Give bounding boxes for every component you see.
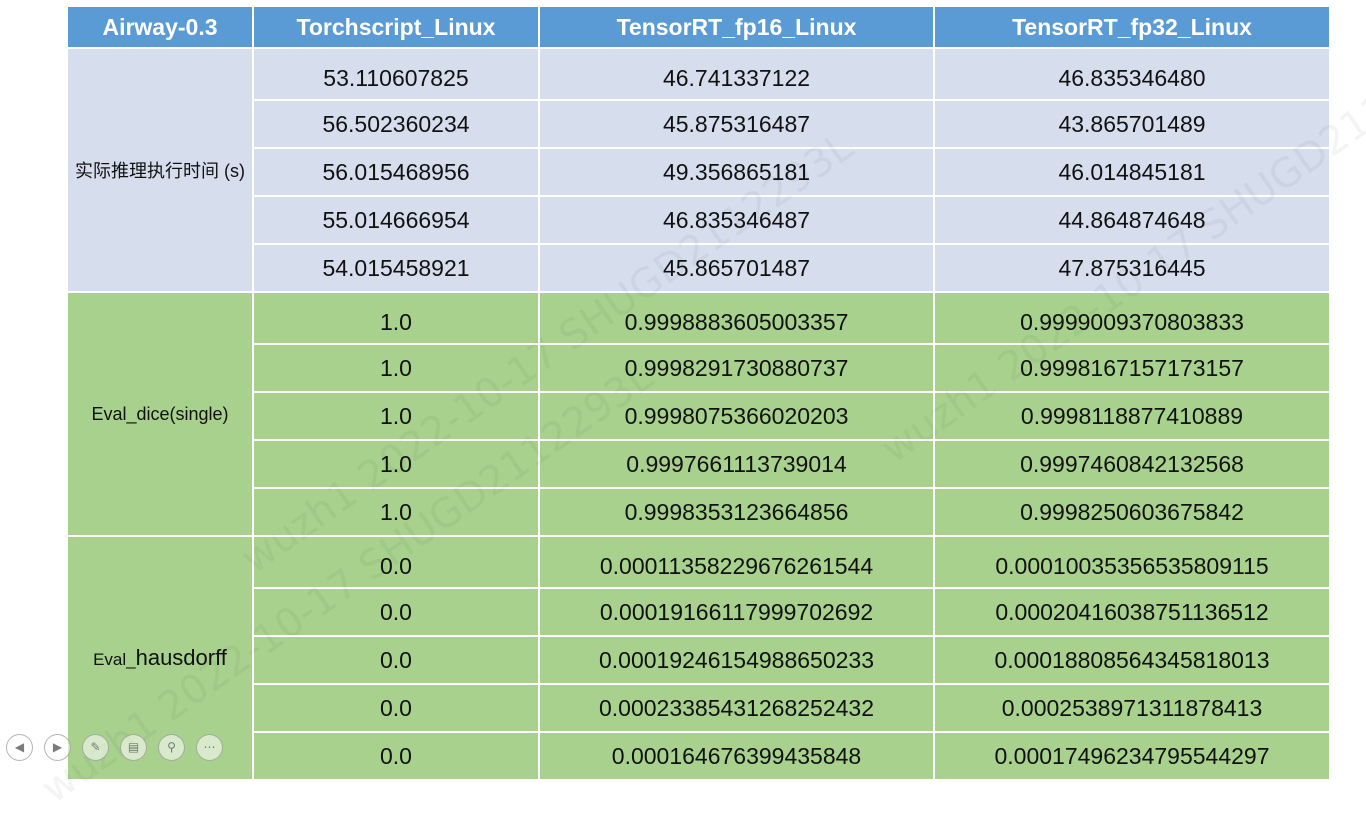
table-row: 54.015458921 45.865701487 47.875316445 — [67, 243, 1331, 293]
table-cell: 0.0 — [252, 731, 540, 781]
table-cell: 0.00019166117999702692 — [538, 587, 935, 637]
table-cell: 56.015468956 — [252, 147, 540, 197]
row-label-main: hausdorff — [135, 645, 227, 670]
group-eval-hausdorff: Eval_hausdorff 0.0 0.0001135822967626154… — [66, 535, 1331, 781]
header-airway: Airway-0.3 — [66, 5, 254, 49]
table-cell: 0.9997661113739014 — [538, 439, 935, 489]
table-cell: 1.0 — [252, 291, 540, 345]
table-cell: 1.0 — [252, 439, 540, 489]
table-row: 实际推理执行时间 (s) 53.110607825 46.741337122 4… — [66, 47, 1331, 293]
table-cell: 45.875316487 — [538, 99, 935, 149]
table-cell: 53.110607825 — [252, 47, 540, 101]
more-options-icon[interactable]: ⋯ — [196, 734, 223, 761]
table-cell: 46.014845181 — [933, 147, 1331, 197]
table-cell: 0.9998250603675842 — [933, 487, 1331, 537]
table-row: Eval_dice(single) 1.0 0.9998883605003357… — [66, 291, 1331, 537]
table-cell: 1.0 — [252, 487, 540, 537]
table-cell: 0.00017496234795544297 — [933, 731, 1331, 781]
table-cell: 1.0 — [252, 343, 540, 393]
table-cell: 0.9998291730880737 — [538, 343, 935, 393]
slides-icon[interactable]: ▤ — [120, 734, 147, 761]
table-cell: 0.00018808564345818013 — [933, 635, 1331, 685]
table-row: 55.014666954 46.835346487 44.864874648 — [67, 195, 1331, 245]
table-cell: 0.0 — [252, 635, 540, 685]
table-row: 1.0 0.9998291730880737 0.999816715717315… — [67, 343, 1331, 393]
table-cell: 0.9998075366020203 — [538, 391, 935, 441]
header-row: Airway-0.3 Torchscript_Linux TensorRT_fp… — [66, 5, 1331, 49]
table-row: 0.0 0.00019166117999702692 0.00020416038… — [67, 587, 1331, 637]
table-row: 56.502360234 45.875316487 43.865701489 — [67, 99, 1331, 149]
table-cell: 44.864874648 — [933, 195, 1331, 245]
table-row: 1.0 0.9998353123664856 0.999825060367584… — [67, 487, 1331, 537]
table-cell: 49.356865181 — [538, 147, 935, 197]
table-cell: 55.014666954 — [252, 195, 540, 245]
table-cell: 0.9998883605003357 — [538, 291, 935, 345]
table-cell: 0.0 — [252, 683, 540, 733]
zoom-icon[interactable]: ⚲ — [158, 734, 185, 761]
header-tensorrt-fp16: TensorRT_fp16_Linux — [538, 5, 935, 49]
table-cell: 46.835346480 — [933, 47, 1331, 101]
table-cell: 56.502360234 — [252, 99, 540, 149]
table-cell: 0.9998353123664856 — [538, 487, 935, 537]
table-cell: 0.0 — [252, 587, 540, 637]
table-cell: 43.865701489 — [933, 99, 1331, 149]
table-row: 56.015468956 49.356865181 46.014845181 — [67, 147, 1331, 197]
header-torchscript: Torchscript_Linux — [252, 5, 540, 49]
table-cell: 54.015458921 — [252, 243, 540, 293]
table-row: 1.0 0.9998075366020203 0.999811887741088… — [67, 391, 1331, 441]
pen-icon[interactable]: ✎ — [82, 734, 109, 761]
table-cell: 47.875316445 — [933, 243, 1331, 293]
row-label-eval-dice: Eval_dice(single) — [66, 291, 254, 537]
table-cell: 0.9998118877410889 — [933, 391, 1331, 441]
next-slide-icon[interactable]: ▶ — [44, 734, 71, 761]
table-row: 0.0 0.00023385431268252432 0.00025389713… — [67, 683, 1331, 733]
table-cell: 0.00020416038751136512 — [933, 587, 1331, 637]
table-cell: 0.0002538971311878413 — [933, 683, 1331, 733]
table-row: 0.0 0.00019246154988650233 0.00018808564… — [67, 635, 1331, 685]
results-table: Airway-0.3 Torchscript_Linux TensorRT_fp… — [66, 5, 1331, 781]
table-cell: 0.9999009370803833 — [933, 291, 1331, 345]
previous-slide-icon[interactable]: ◀ — [6, 734, 33, 761]
group-eval-dice: Eval_dice(single) 1.0 0.9998883605003357… — [66, 291, 1331, 537]
row-label-prefix: Eval_ — [93, 650, 136, 669]
table-row: Eval_hausdorff 0.0 0.0001135822967626154… — [66, 535, 1331, 781]
slideshow-toolbar: ◀ ▶ ✎ ▤ ⚲ ⋯ — [6, 734, 223, 761]
row-label-inference-time: 实际推理执行时间 (s) — [66, 47, 254, 293]
table-cell: 0.9998167157173157 — [933, 343, 1331, 393]
table-cell: 0.00011358229676261544 — [538, 535, 935, 589]
table-row: 1.0 0.9997661113739014 0.999746084213256… — [67, 439, 1331, 489]
table-cell: 0.000164676399435848 — [538, 731, 935, 781]
table-row: 0.0 0.000164676399435848 0.0001749623479… — [67, 731, 1331, 781]
table-cell: 46.741337122 — [538, 47, 935, 101]
header-tensorrt-fp32: TensorRT_fp32_Linux — [933, 5, 1331, 49]
table-cell: 0.0 — [252, 535, 540, 589]
group-inference-time: 实际推理执行时间 (s) 53.110607825 46.741337122 4… — [66, 47, 1331, 293]
table-cell: 45.865701487 — [538, 243, 935, 293]
table-cell: 0.00010035356535809115 — [933, 535, 1331, 589]
table-cell: 1.0 — [252, 391, 540, 441]
table-cell: 0.9997460842132568 — [933, 439, 1331, 489]
table-cell: 0.00023385431268252432 — [538, 683, 935, 733]
table-cell: 46.835346487 — [538, 195, 935, 245]
table-cell: 0.00019246154988650233 — [538, 635, 935, 685]
